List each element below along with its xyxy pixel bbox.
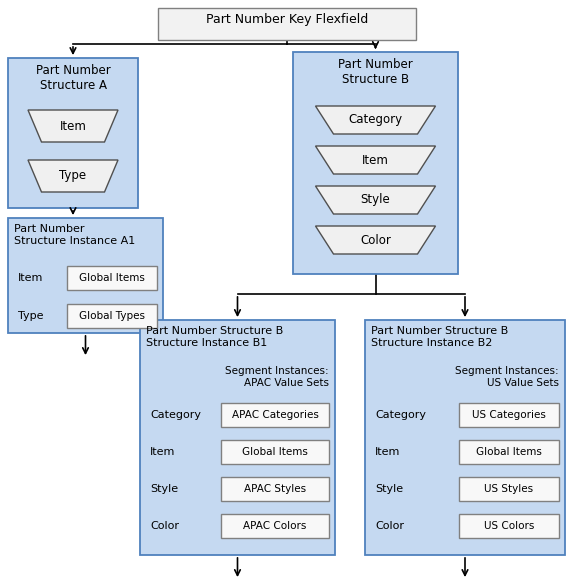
Text: Type: Type <box>60 169 87 182</box>
Text: Style: Style <box>375 484 403 494</box>
Text: Item: Item <box>60 120 87 132</box>
Text: Segment Instances:
US Value Sets: Segment Instances: US Value Sets <box>455 366 559 387</box>
Text: APAC Styles: APAC Styles <box>244 484 306 494</box>
Polygon shape <box>316 226 436 254</box>
Text: US Categories: US Categories <box>472 410 546 420</box>
Bar <box>293 52 458 274</box>
Bar <box>67 266 157 290</box>
Bar <box>67 304 157 328</box>
Bar <box>221 514 329 538</box>
Bar <box>221 403 329 427</box>
Polygon shape <box>28 110 118 142</box>
Bar <box>459 477 559 501</box>
Text: Part Number Structure B
Structure Instance B2: Part Number Structure B Structure Instan… <box>371 326 508 347</box>
Text: Part Number
Structure A: Part Number Structure A <box>36 64 110 92</box>
Text: Segment Instances:
APAC Value Sets: Segment Instances: APAC Value Sets <box>226 366 329 387</box>
Text: APAC Colors: APAC Colors <box>243 521 307 531</box>
Text: Style: Style <box>360 193 390 206</box>
Text: Global Items: Global Items <box>242 447 308 457</box>
Text: Item: Item <box>18 273 44 283</box>
Bar <box>459 403 559 427</box>
Text: Item: Item <box>150 447 176 457</box>
Text: Part Number
Structure B: Part Number Structure B <box>338 58 413 86</box>
Bar <box>459 440 559 464</box>
Text: Global Types: Global Types <box>79 311 145 321</box>
Text: Category: Category <box>150 410 201 420</box>
Bar <box>221 477 329 501</box>
Text: Category: Category <box>348 114 402 127</box>
Text: Part Number Structure B
Structure Instance B1: Part Number Structure B Structure Instan… <box>146 326 283 347</box>
Text: US Styles: US Styles <box>484 484 534 494</box>
Text: Color: Color <box>360 233 391 247</box>
Bar <box>365 320 565 555</box>
Text: Part Number Key Flexfield: Part Number Key Flexfield <box>206 12 368 26</box>
Text: Item: Item <box>362 154 389 166</box>
Text: Color: Color <box>375 521 404 531</box>
Bar <box>221 440 329 464</box>
Bar <box>140 320 335 555</box>
Text: Type: Type <box>18 311 44 321</box>
Polygon shape <box>28 160 118 192</box>
Bar <box>8 58 138 208</box>
Bar <box>459 514 559 538</box>
Bar <box>8 218 163 333</box>
Text: US Colors: US Colors <box>484 521 534 531</box>
Polygon shape <box>316 186 436 214</box>
Polygon shape <box>316 146 436 174</box>
Text: Part Number
Structure Instance A1: Part Number Structure Instance A1 <box>14 224 135 246</box>
Polygon shape <box>316 106 436 134</box>
Text: Color: Color <box>150 521 179 531</box>
Text: APAC Categories: APAC Categories <box>231 410 319 420</box>
Text: Global Items: Global Items <box>79 273 145 283</box>
Bar <box>158 8 416 40</box>
Text: Item: Item <box>375 447 401 457</box>
Text: Global Items: Global Items <box>476 447 542 457</box>
Text: Category: Category <box>375 410 426 420</box>
Text: Style: Style <box>150 484 178 494</box>
